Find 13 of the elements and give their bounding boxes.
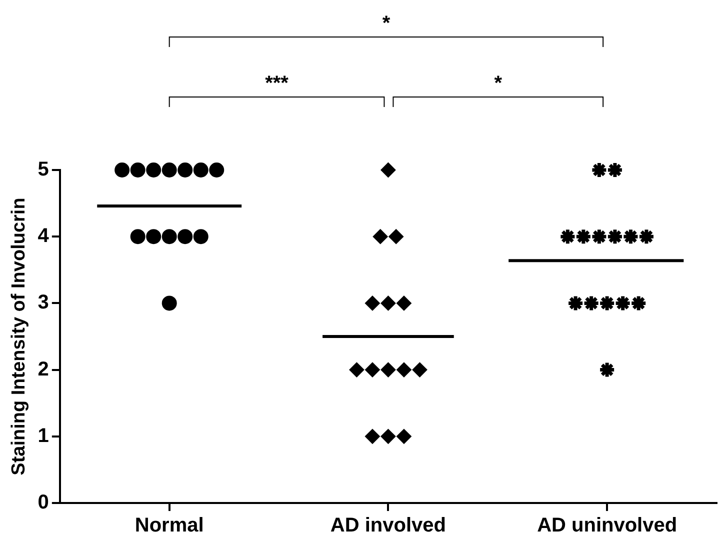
x-tick-label: AD involved — [330, 514, 446, 537]
text: * — [494, 72, 502, 95]
y-tick-label: 1 — [38, 424, 49, 447]
x-tick-label: AD uninvolved — [537, 514, 678, 537]
y-tick-label: 2 — [38, 358, 49, 380]
text: *** — [265, 72, 289, 95]
y-tick-label: 0 — [38, 492, 49, 514]
y-tick-label: 3 — [38, 292, 49, 314]
x-tick-label: Normal — [134, 514, 204, 537]
y-tick-label: 5 — [38, 158, 49, 181]
text: * — [382, 12, 390, 35]
y-axis-title: Staining Intensity of Involucrin — [8, 198, 30, 476]
y-tick-label: 4 — [38, 225, 50, 248]
